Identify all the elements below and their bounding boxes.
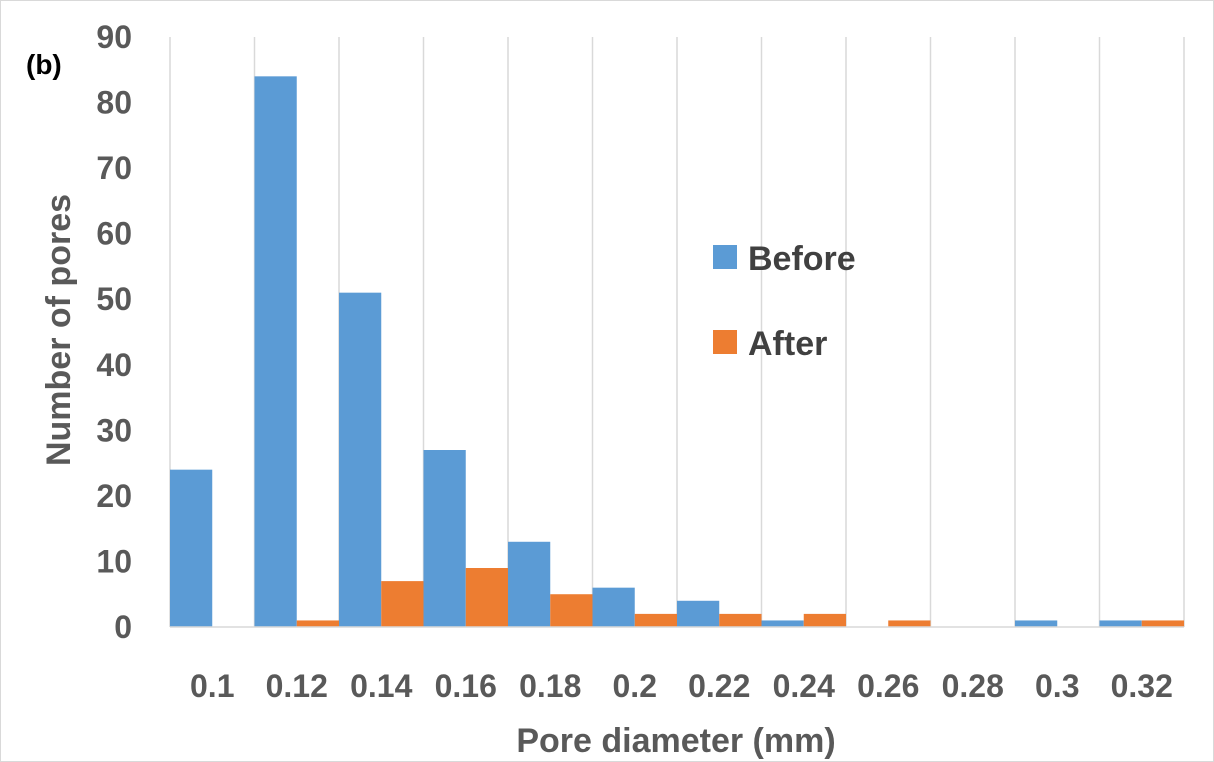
x-axis-title: Pore diameter (mm)	[516, 722, 835, 760]
y-tick-label: 90	[96, 19, 132, 55]
y-tick-label: 20	[96, 478, 132, 514]
bar-after-0.32	[1141, 620, 1184, 627]
y-tick-label: 0	[114, 609, 132, 645]
x-tick-labels: 0.1 0.12 0.14 0.16 0.18 0.2 0.22 0.24 0.26 0.28 0.…	[190, 668, 1173, 704]
y-tick-label: 60	[96, 216, 132, 252]
y-tick-label: 40	[96, 347, 132, 383]
bar-before-0.3	[1015, 620, 1058, 627]
panel-label: (b)	[26, 49, 62, 80]
x-tick-label: 0.2	[613, 668, 657, 704]
bar-before-0.2	[592, 587, 635, 627]
x-tick-label: 0.3	[1035, 668, 1079, 704]
y-tick-label: 80	[96, 85, 132, 121]
x-tick-label: 0.32	[1111, 668, 1173, 704]
y-axis-title: Number of pores	[40, 194, 78, 466]
bar-after-0.14	[381, 581, 424, 627]
bar-before-0.22	[677, 600, 720, 627]
bar-after-0.22	[719, 613, 762, 627]
bar-before-0.32	[1099, 620, 1142, 627]
bar-after-0.16	[465, 568, 508, 627]
x-tick-label: 0.14	[350, 668, 412, 704]
bar-after-0.26	[888, 620, 931, 627]
y-tick-labels: 0 10 20 30 40 50 60 70 80 90	[96, 19, 132, 645]
x-tick-label: 0.24	[773, 668, 835, 704]
bars	[170, 76, 1184, 628]
x-tick-label: 0.1	[190, 668, 234, 704]
y-tick-label: 10	[96, 543, 132, 579]
bar-before-0.12	[254, 76, 297, 628]
y-tick-label: 30	[96, 412, 132, 448]
y-tick-label: 70	[96, 150, 132, 186]
bar-after-0.18	[550, 594, 593, 627]
x-tick-label: 0.28	[942, 668, 1004, 704]
y-tick-label: 50	[96, 281, 132, 317]
bar-before-0.14	[339, 292, 382, 627]
gridlines	[169, 37, 1185, 627]
x-tick-label: 0.26	[857, 668, 919, 704]
bar-before-0.18	[508, 541, 551, 627]
bar-before-0.1	[170, 469, 213, 627]
legend: Before After	[713, 240, 856, 363]
x-tick-label: 0.22	[688, 668, 750, 704]
legend-swatch-before	[713, 245, 737, 269]
x-tick-label: 0.12	[266, 668, 328, 704]
legend-swatch-after	[713, 330, 737, 354]
legend-label-after: After	[748, 325, 827, 363]
x-tick-label: 0.18	[519, 668, 581, 704]
x-tick-label: 0.16	[435, 668, 497, 704]
bar-before-0.24	[761, 620, 804, 627]
bar-after-0.2	[634, 613, 677, 627]
bar-before-0.16	[423, 450, 466, 627]
bar-after-0.12	[296, 620, 339, 627]
legend-label-before: Before	[748, 240, 856, 278]
bar-after-0.24	[803, 613, 846, 627]
